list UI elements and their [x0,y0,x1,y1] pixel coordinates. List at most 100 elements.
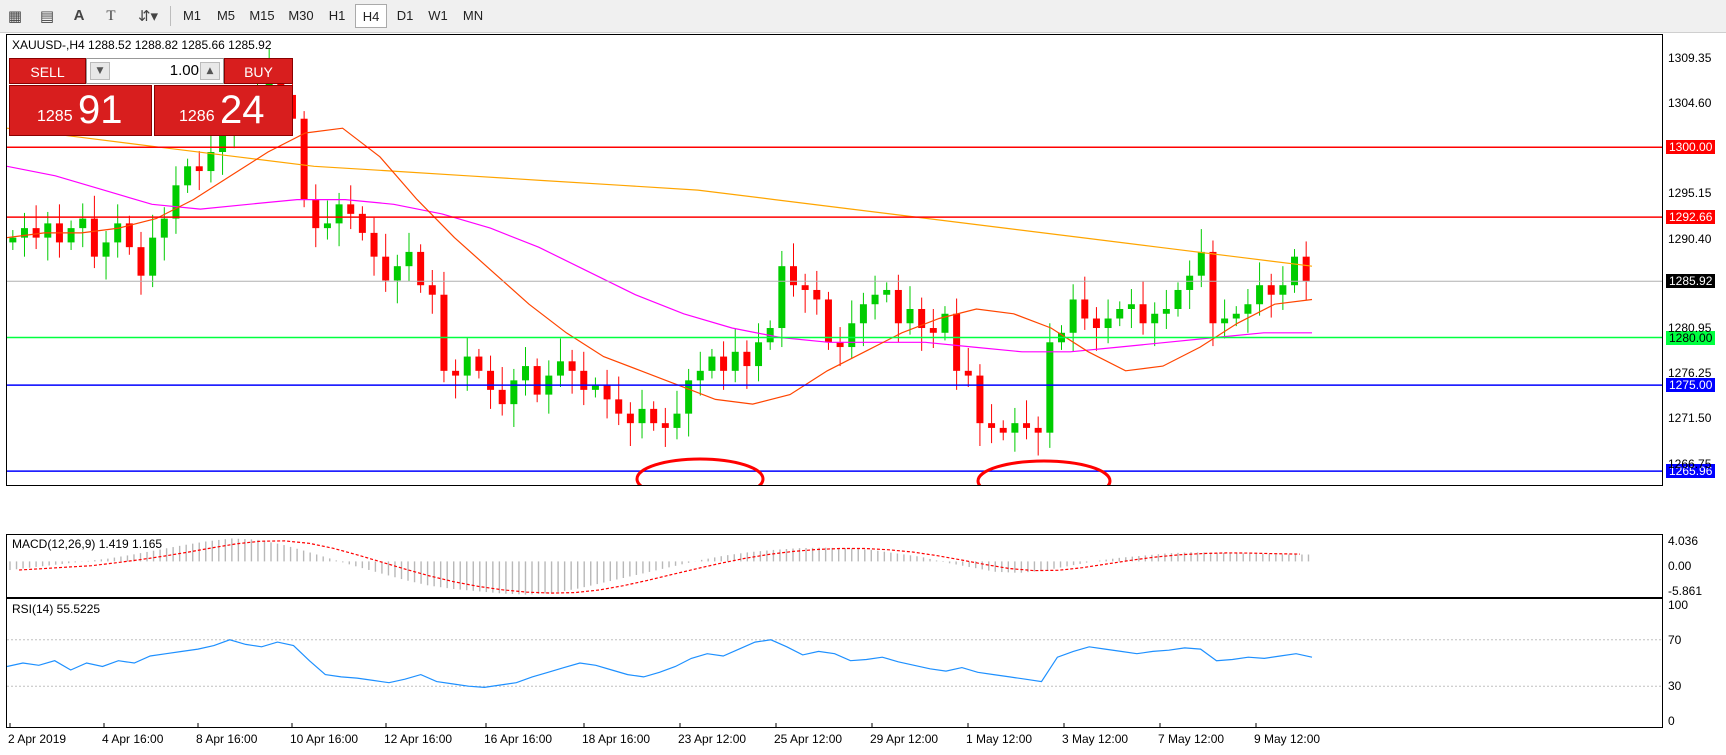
timeframe-w1-button[interactable]: W1 [428,8,448,23]
candle-body [195,166,203,172]
sell-button[interactable]: SELL [9,58,86,84]
level-tag-1285.92: 1285.92 [1666,274,1716,289]
time-axis-label: 4 Apr 16:00 [102,732,164,746]
text-label-icon[interactable]: T [106,8,116,24]
candle-body [638,408,646,424]
candle-body [207,152,215,172]
time-axis-label: 2 Apr 2019 [8,732,67,746]
candle-body [801,285,809,290]
rsi-axis-label: 30 [1668,679,1682,694]
tools-icon[interactable]: ▦ [7,7,23,25]
time-axis-label: 9 May 12:00 [1254,732,1321,746]
candle-body [452,370,460,376]
timeframe-m1-button[interactable]: M1 [182,8,202,23]
candle-body [1279,285,1287,295]
ma-mid-line [7,165,1312,353]
candle-body [568,361,576,371]
time-axis-label: 3 May 12:00 [1062,732,1129,746]
macd-label: MACD(12,26,9) 1.419 1.165 [12,537,163,551]
time-axis-label: 25 Apr 12:00 [774,732,843,746]
candle-body [894,289,902,324]
rsi-axis-label: 70 [1668,632,1682,647]
candle-body [883,289,891,295]
candle-body [720,356,728,371]
macd-axis-label: 4.036 [1668,534,1699,548]
price-axis-label: 1309.35 [1668,51,1712,66]
timeframe-m5-button[interactable]: M5 [216,8,236,23]
candle-body [731,351,739,371]
candle-body [475,356,483,371]
timeframe-m15-button[interactable]: M15 [249,8,275,23]
candle-body [137,247,145,276]
candle-body [79,218,87,229]
candle-body [824,299,832,343]
timeframe-m30-button[interactable]: M30 [288,8,314,23]
rsi-canvas[interactable] [7,599,1662,727]
candle-body [9,237,17,243]
chart-title: XAUUSD-,H4 1288.52 1288.82 1285.66 1285.… [12,38,272,52]
macd-axis-label: -5.861 [1668,584,1703,598]
buy-price-button[interactable]: 1286 24 [154,85,293,136]
candle-body [533,366,541,395]
candle-body [1034,427,1042,433]
level-tag-1265.96: 1265.96 [1666,464,1716,479]
candle-body [1162,308,1170,314]
lot-decrease-icon[interactable]: ▼ [90,62,110,80]
macd-canvas[interactable] [7,535,1662,597]
candle-body [184,166,192,186]
timeframe-h1-button[interactable]: H1 [328,8,346,23]
rsi-panel[interactable] [6,598,1663,728]
candle-body [20,228,28,238]
candle-body [219,132,227,153]
candle-body [661,423,669,428]
grid-icon[interactable]: ▤ [39,7,55,25]
price-axis-label: 1280.95 [1668,321,1712,336]
candle-body [953,313,961,371]
ma-fast-line [7,127,1313,405]
candle-body [498,389,506,405]
candle-body [685,380,693,414]
candle-body [358,213,366,233]
text-icon[interactable]: A [73,7,85,24]
arrows-icon[interactable]: ⇵▾ [137,7,159,25]
price-axis-label: 1276.25 [1668,366,1712,381]
candle-body [556,361,564,376]
candle-body [393,266,401,281]
candle-body [918,308,926,329]
candle-body [591,385,599,390]
candle-body [929,328,937,333]
timeframe-d1-button[interactable]: D1 [396,8,414,23]
candle-body [1244,304,1252,314]
buy-button[interactable]: BUY [224,58,293,84]
candle-body [1221,318,1229,324]
lot-size-input[interactable]: ▼ 1.00 ▲ [86,58,224,84]
macd-panel[interactable] [6,534,1663,598]
ma-slow-line [7,127,1313,267]
timeframe-mn-button[interactable]: MN [462,8,484,23]
candle-body [300,118,308,200]
candle-body [1174,289,1182,309]
candle-body [964,370,972,376]
candle-body [510,380,518,405]
main-chart-canvas[interactable] [7,35,1662,485]
candle-body [44,223,52,238]
level-tag-1275.00: 1275.00 [1666,378,1716,393]
candle-body [335,204,343,224]
lot-increase-icon[interactable]: ▲ [200,62,220,80]
candle-body [836,342,844,348]
candle-body [463,356,471,376]
candle-body [976,375,984,424]
time-axis-label: 29 Apr 12:00 [870,732,939,746]
candle-body [440,294,448,371]
candle-body [487,370,495,390]
lot-size-value[interactable]: 1.00 [169,62,199,79]
candle-body [90,218,98,257]
rsi-label: RSI(14) 55.5225 [12,602,101,616]
sell-price-button[interactable]: 1285 91 [9,85,152,136]
candle-body [1127,304,1135,309]
buy-price-big: 24 [220,88,265,132]
candle-body [743,351,751,367]
candle-body [696,370,704,381]
time-axis-label: 18 Apr 16:00 [582,732,651,746]
timeframe-h4-button[interactable]: H4 [355,4,387,28]
